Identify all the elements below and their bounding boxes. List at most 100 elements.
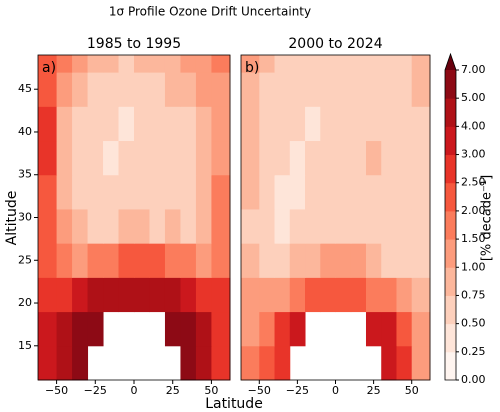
contour-cell	[320, 208, 336, 244]
contour-cell	[289, 243, 306, 278]
contour-cell	[289, 106, 306, 142]
x-tick-label: −25	[286, 384, 309, 397]
contour-cell	[195, 140, 212, 176]
contour-cell	[195, 311, 212, 347]
contour-cell	[411, 55, 431, 73]
contour-cell	[211, 174, 231, 210]
contour-cell	[274, 140, 291, 176]
contour-cell	[274, 277, 291, 313]
colorbar-segment	[445, 154, 456, 184]
contour-cell	[149, 277, 166, 313]
contour-cell	[56, 243, 73, 278]
contour-cell	[118, 208, 135, 244]
contour-cell	[164, 277, 181, 313]
colorbar-tick-label: 2.50	[461, 176, 486, 189]
contour-cell	[103, 208, 120, 244]
contour-cell	[56, 208, 73, 244]
colorbar-segment	[445, 267, 456, 296]
contour-cell	[164, 243, 181, 278]
x-tick-label: 25	[367, 384, 381, 397]
contour-cell	[149, 106, 166, 142]
contour-cell	[381, 174, 397, 210]
contour-cell	[38, 311, 58, 347]
x-tick-label: −50	[45, 384, 68, 397]
contour-cell	[134, 55, 150, 73]
contour-cell	[134, 277, 150, 313]
contour-cell	[289, 311, 306, 347]
y-tick-label: 45	[18, 82, 32, 95]
contour-cell	[305, 277, 321, 313]
contour-cell	[365, 311, 382, 347]
contour-cell	[87, 55, 104, 73]
contour-cell	[87, 72, 104, 107]
contour-cell	[195, 243, 212, 278]
colorbar-extend	[445, 54, 456, 70]
contour-cell	[381, 106, 397, 142]
contour-cell	[305, 243, 321, 278]
contour-cell	[87, 243, 104, 278]
contour-cell	[365, 106, 382, 142]
contour-cell	[56, 311, 73, 347]
contour-cell	[411, 72, 431, 107]
y-tick-label: 20	[18, 296, 32, 309]
contour-cell	[411, 277, 431, 313]
x-tick-label: 50	[204, 384, 218, 397]
contour-cell	[305, 140, 321, 176]
contour-cell	[195, 208, 212, 244]
contour-cell	[164, 174, 181, 210]
contour-cell	[180, 243, 197, 278]
contour-cell	[195, 106, 212, 142]
contour-cell	[103, 277, 120, 313]
contour-cell	[259, 345, 276, 381]
contour-cell	[335, 106, 352, 142]
contour-cell	[103, 55, 120, 73]
contour-cell	[381, 55, 397, 73]
contour-cell	[241, 72, 260, 107]
x-tick-label: −50	[248, 384, 271, 397]
colorbar-tick-label: 0.00	[461, 373, 486, 386]
contour-cell	[274, 72, 291, 107]
contour-cell	[211, 311, 231, 347]
x-tick-label: 50	[405, 384, 419, 397]
contour-cell	[350, 106, 367, 142]
colorbar-tick-label: 1.00	[461, 260, 486, 273]
contour-cell	[72, 106, 89, 142]
y-tick-label: 35	[18, 168, 32, 181]
y-tick-label: 25	[18, 253, 32, 266]
contour-cell	[305, 174, 321, 210]
contour-cell	[211, 55, 231, 73]
colorbar-segment	[445, 239, 456, 268]
contour-cell	[87, 277, 104, 313]
contour-cell	[72, 55, 89, 73]
y-tick-label: 40	[18, 125, 32, 138]
contour-cell	[381, 243, 397, 278]
contour-cell	[241, 243, 260, 278]
colorbar-segment	[445, 210, 456, 240]
contour-cell	[180, 311, 197, 347]
contour-cell	[350, 174, 367, 210]
contour-cell	[365, 72, 382, 107]
colorbar-tick-label: 7.00	[461, 63, 486, 76]
contour-cell	[195, 277, 212, 313]
contour-cell	[335, 243, 352, 278]
contour-cell	[411, 174, 431, 210]
contour-cell	[274, 311, 291, 347]
panel-label: a)	[42, 60, 56, 76]
contour-cell	[305, 208, 321, 244]
contour-cell	[320, 72, 336, 107]
colorbar-tick-label: 0.50	[461, 317, 486, 330]
contour-cell	[365, 243, 382, 278]
colorbar-tick-label: 5.00	[461, 91, 486, 104]
contour-cell	[241, 208, 260, 244]
contour-cell	[320, 243, 336, 278]
contour-cell	[149, 208, 166, 244]
contour-cell	[411, 106, 431, 142]
contour-cell	[289, 140, 306, 176]
contour-cell	[259, 106, 276, 142]
contour-cell	[320, 55, 336, 73]
contour-cell	[180, 140, 197, 176]
colorbar-tick-label: 0.75	[461, 288, 486, 301]
contour-cell	[274, 55, 291, 73]
panel-label: b)	[245, 60, 259, 76]
contour-cell	[305, 72, 321, 107]
